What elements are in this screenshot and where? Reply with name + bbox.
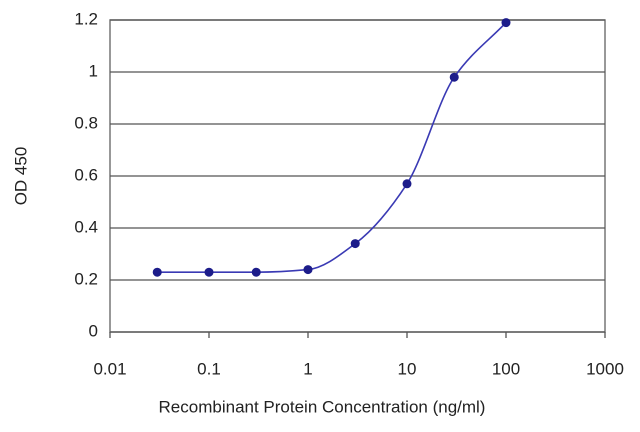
point [402,179,412,189]
x-tick-label: 10 [398,359,417,378]
y-axis-title: OD 450 [11,147,30,206]
y-tick-label: 0.6 [74,165,98,184]
point [251,267,261,277]
point [350,239,360,249]
y-tick-label: 0.2 [74,269,98,288]
x-tick-label: 0.1 [197,359,221,378]
y-tick-label: 1 [89,61,98,80]
x-tick-label: 1 [303,359,312,378]
y-tick-label: 0.4 [74,217,98,236]
x-tick-label: 100 [492,359,520,378]
y-tick-label: 0 [89,321,98,340]
point [152,267,162,277]
point [303,265,313,275]
x-axis-title: Recombinant Protein Concentration (ng/ml… [159,397,486,416]
point [204,267,214,277]
curve [157,22,507,274]
point [449,72,459,82]
x-tick-label: 0.01 [93,359,126,378]
y-tick-label: 1.2 [74,9,98,28]
point [501,18,511,28]
x-tick-label: 1000 [586,359,624,378]
y-tick-label: 0.8 [74,113,98,132]
